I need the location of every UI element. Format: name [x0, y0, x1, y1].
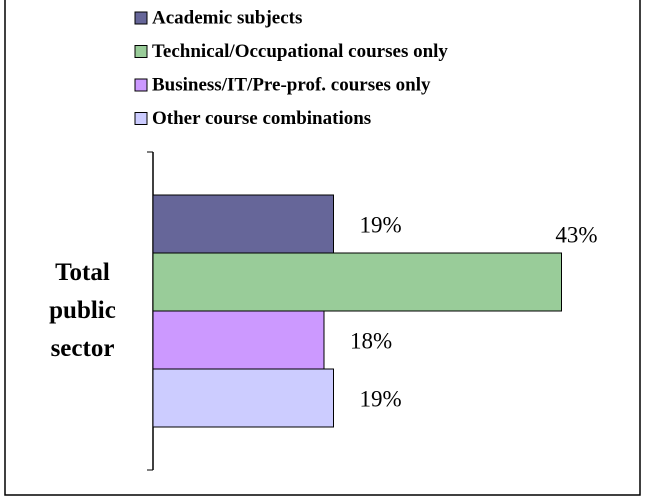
legend-swatch — [134, 11, 148, 25]
bar — [152, 194, 334, 254]
value-label: 18% — [350, 328, 392, 353]
bar — [152, 310, 325, 370]
value-label: 19% — [360, 212, 402, 237]
frame — [4, 0, 641, 496]
bar — [152, 368, 334, 428]
legend-label: Other course combinations — [152, 108, 371, 129]
legend-label: Academic subjects — [152, 7, 302, 28]
legend-swatch — [134, 45, 148, 58]
category-label: Total public sector — [49, 259, 116, 362]
legend-swatch — [134, 112, 148, 125]
value-label: 43% — [555, 222, 597, 247]
legend-label: Business/IT/Pre-prof. courses only — [152, 74, 431, 95]
bar — [152, 252, 562, 312]
legend-label: Technical/Occupational courses only — [152, 41, 448, 62]
value-label: 19% — [360, 386, 402, 411]
legend-swatch — [134, 78, 148, 92]
